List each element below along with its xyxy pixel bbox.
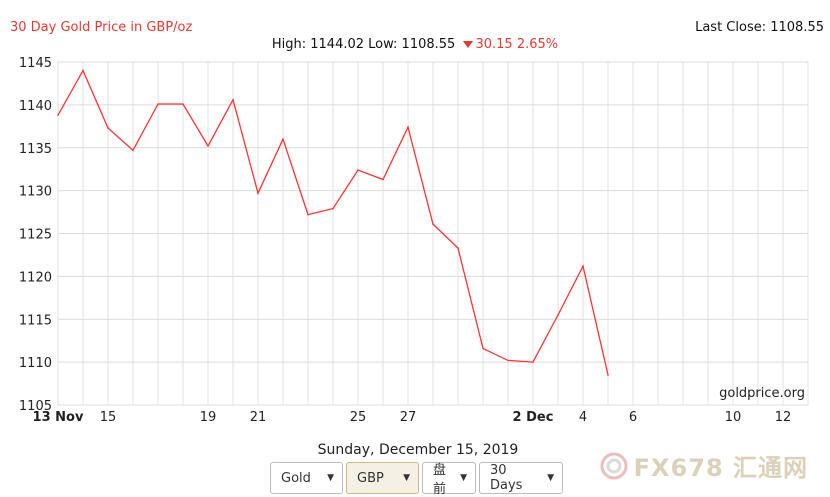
- data-point: [182, 103, 184, 105]
- data-point: [332, 207, 334, 210]
- range-select-value: 30 Days: [490, 463, 523, 493]
- chevron-down-icon: ▼: [547, 473, 554, 483]
- chevron-down-icon: ▼: [327, 473, 334, 483]
- data-point: [357, 169, 359, 171]
- y-tick-label: 1110: [19, 356, 52, 371]
- date-line: Sunday, December 15, 2019: [317, 442, 519, 458]
- high-low-text: High: 1144.02 Low: 1108.55: [271, 37, 456, 52]
- x-tick-label: 13 Nov: [33, 410, 84, 425]
- metal-select[interactable]: Gold ▼: [270, 462, 343, 494]
- chevron-down-icon: ▼: [460, 473, 467, 483]
- x-tick-label: 15: [100, 410, 117, 425]
- data-point: [232, 98, 234, 101]
- chart-title: 30 Day Gold Price in GBP/oz: [10, 20, 193, 35]
- data-point: [482, 347, 484, 350]
- x-tick-label: 10: [725, 410, 742, 425]
- y-tick-label: 1115: [19, 313, 52, 328]
- last-close: Last Close: 1108.55: [695, 20, 824, 35]
- high-low-stats: High: 1144.02 Low: 1108.55 30.15 2.65%: [0, 37, 830, 52]
- y-tick-label: 1125: [19, 228, 52, 243]
- watermark-text: FX678 汇通网: [633, 454, 808, 482]
- y-tick-label: 1140: [19, 99, 52, 114]
- data-point: [307, 213, 309, 216]
- data-point: [382, 178, 384, 181]
- x-tick-label: 19: [200, 410, 217, 425]
- data-point: [157, 103, 159, 105]
- x-tick-label: 21: [250, 410, 267, 425]
- data-point: [82, 69, 84, 72]
- x-tick-label: 2 Dec: [513, 410, 554, 425]
- price-chart: 1105 1110 1115 1120 1125 1130 1135 1140 1145 13 N…: [19, 56, 809, 425]
- data-point: [207, 145, 209, 147]
- data-point: [607, 374, 609, 376]
- y-tick-label: 1105: [19, 399, 52, 414]
- x-tick-label: 27: [400, 410, 417, 425]
- y-tick-label: 1145: [19, 56, 52, 71]
- data-point: [407, 126, 409, 128]
- watermark: FX678 汇通网: [600, 448, 808, 483]
- data-point: [457, 247, 459, 249]
- metal-select-value: Gold: [281, 470, 311, 486]
- data-point: [532, 361, 534, 363]
- currency-select-value: GBP: [357, 470, 384, 486]
- x-tick-label: 25: [350, 410, 367, 425]
- data-point: [132, 149, 134, 152]
- x-tick-label: 4: [579, 410, 587, 425]
- range-select[interactable]: 30 Days ▼: [479, 462, 563, 494]
- unit-select[interactable]: 盘前 ▼: [422, 462, 476, 497]
- watermark-logo-icon: [600, 452, 628, 479]
- currency-select[interactable]: GBP ▼: [346, 462, 419, 494]
- y-tick-label: 1135: [19, 142, 52, 157]
- chevron-down-icon: ▼: [403, 473, 410, 483]
- change-text: 30.15 2.65%: [475, 37, 559, 52]
- x-tick-label: 12: [775, 410, 792, 425]
- data-point: [432, 223, 434, 225]
- down-arrow-icon: [463, 40, 474, 48]
- data-point: [507, 359, 509, 362]
- x-tick-label: 6: [629, 410, 637, 425]
- source-label: goldprice.org: [719, 386, 805, 401]
- controls-bar: Gold ▼ GBP ▼ 盘前 ▼ 30 Days ▼: [270, 462, 563, 497]
- data-point: [57, 114, 59, 116]
- data-point: [582, 265, 584, 267]
- data-point: [257, 192, 259, 194]
- data-point: [282, 138, 284, 140]
- data-point: [557, 314, 559, 316]
- y-tick-label: 1130: [19, 185, 52, 200]
- y-tick-label: 1120: [19, 270, 52, 285]
- data-point: [107, 127, 109, 129]
- unit-select-value: 盘前: [433, 463, 447, 497]
